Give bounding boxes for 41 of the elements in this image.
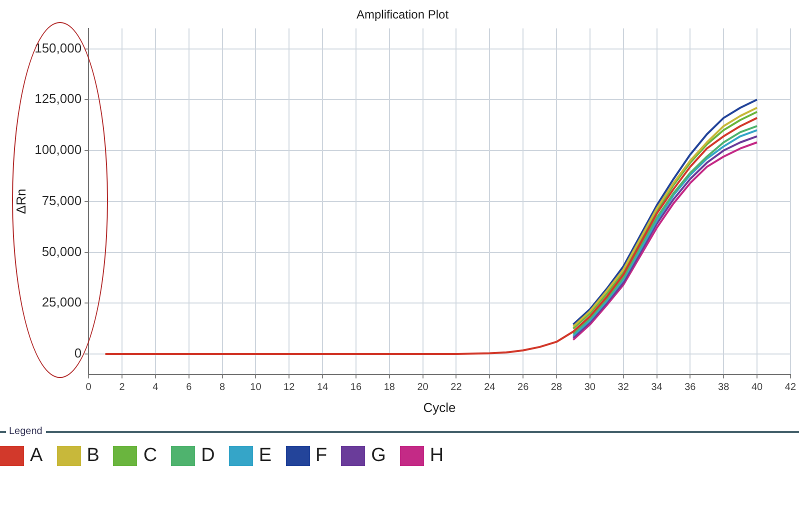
x-tick-label: 28	[550, 382, 562, 394]
x-tick-label: 42	[784, 382, 796, 394]
legend-label: F	[316, 445, 328, 467]
x-tick-label: 38	[718, 382, 730, 394]
x-tick-label: 22	[450, 382, 462, 394]
x-tick-label: 16	[350, 382, 362, 394]
y-tick-label: 0	[74, 346, 82, 361]
y-axis-title: ΔRn	[13, 188, 28, 214]
legend-label: C	[143, 445, 158, 467]
x-tick-label: 12	[284, 382, 296, 394]
x-tick-label: 10	[250, 382, 262, 394]
x-axis-title: Cycle	[423, 400, 456, 415]
x-tick-label: 24	[484, 382, 496, 394]
x-tick-label: 36	[684, 382, 696, 394]
legend-label: A	[30, 445, 43, 467]
y-tick-label: 150,000	[34, 40, 82, 56]
x-tick-label: 8	[219, 382, 226, 394]
y-tick-label: 25,000	[42, 294, 82, 310]
y-tick-label: 75,000	[42, 192, 82, 208]
x-tick-label: 2	[119, 382, 126, 394]
legend-label: B	[86, 445, 100, 467]
x-tick-label: 4	[152, 382, 159, 394]
legend-label: D	[201, 445, 215, 467]
x-tick-label: 40	[751, 382, 764, 394]
x-tick-label: 0	[86, 382, 92, 394]
legend-title: Legend	[9, 426, 42, 437]
x-tick-label: 26	[518, 382, 530, 394]
y-tick-label: 100,000	[34, 142, 82, 158]
legend-label: G	[371, 445, 386, 467]
x-tick-label: 20	[417, 382, 429, 394]
y-tick-label: 125,000	[34, 91, 82, 106]
legend-label: H	[430, 445, 444, 467]
x-tick-label: 30	[584, 382, 596, 394]
x-tick-label: 32	[618, 382, 630, 394]
y-tick-label: 50,000	[42, 244, 82, 259]
x-tick-label: 34	[651, 382, 663, 394]
legend-label: E	[258, 445, 272, 467]
x-tick-label: 18	[384, 382, 396, 394]
x-tick-label: 6	[186, 382, 192, 394]
x-tick-label: 14	[316, 382, 329, 394]
chart-title: Amplification Plot	[356, 8, 450, 22]
